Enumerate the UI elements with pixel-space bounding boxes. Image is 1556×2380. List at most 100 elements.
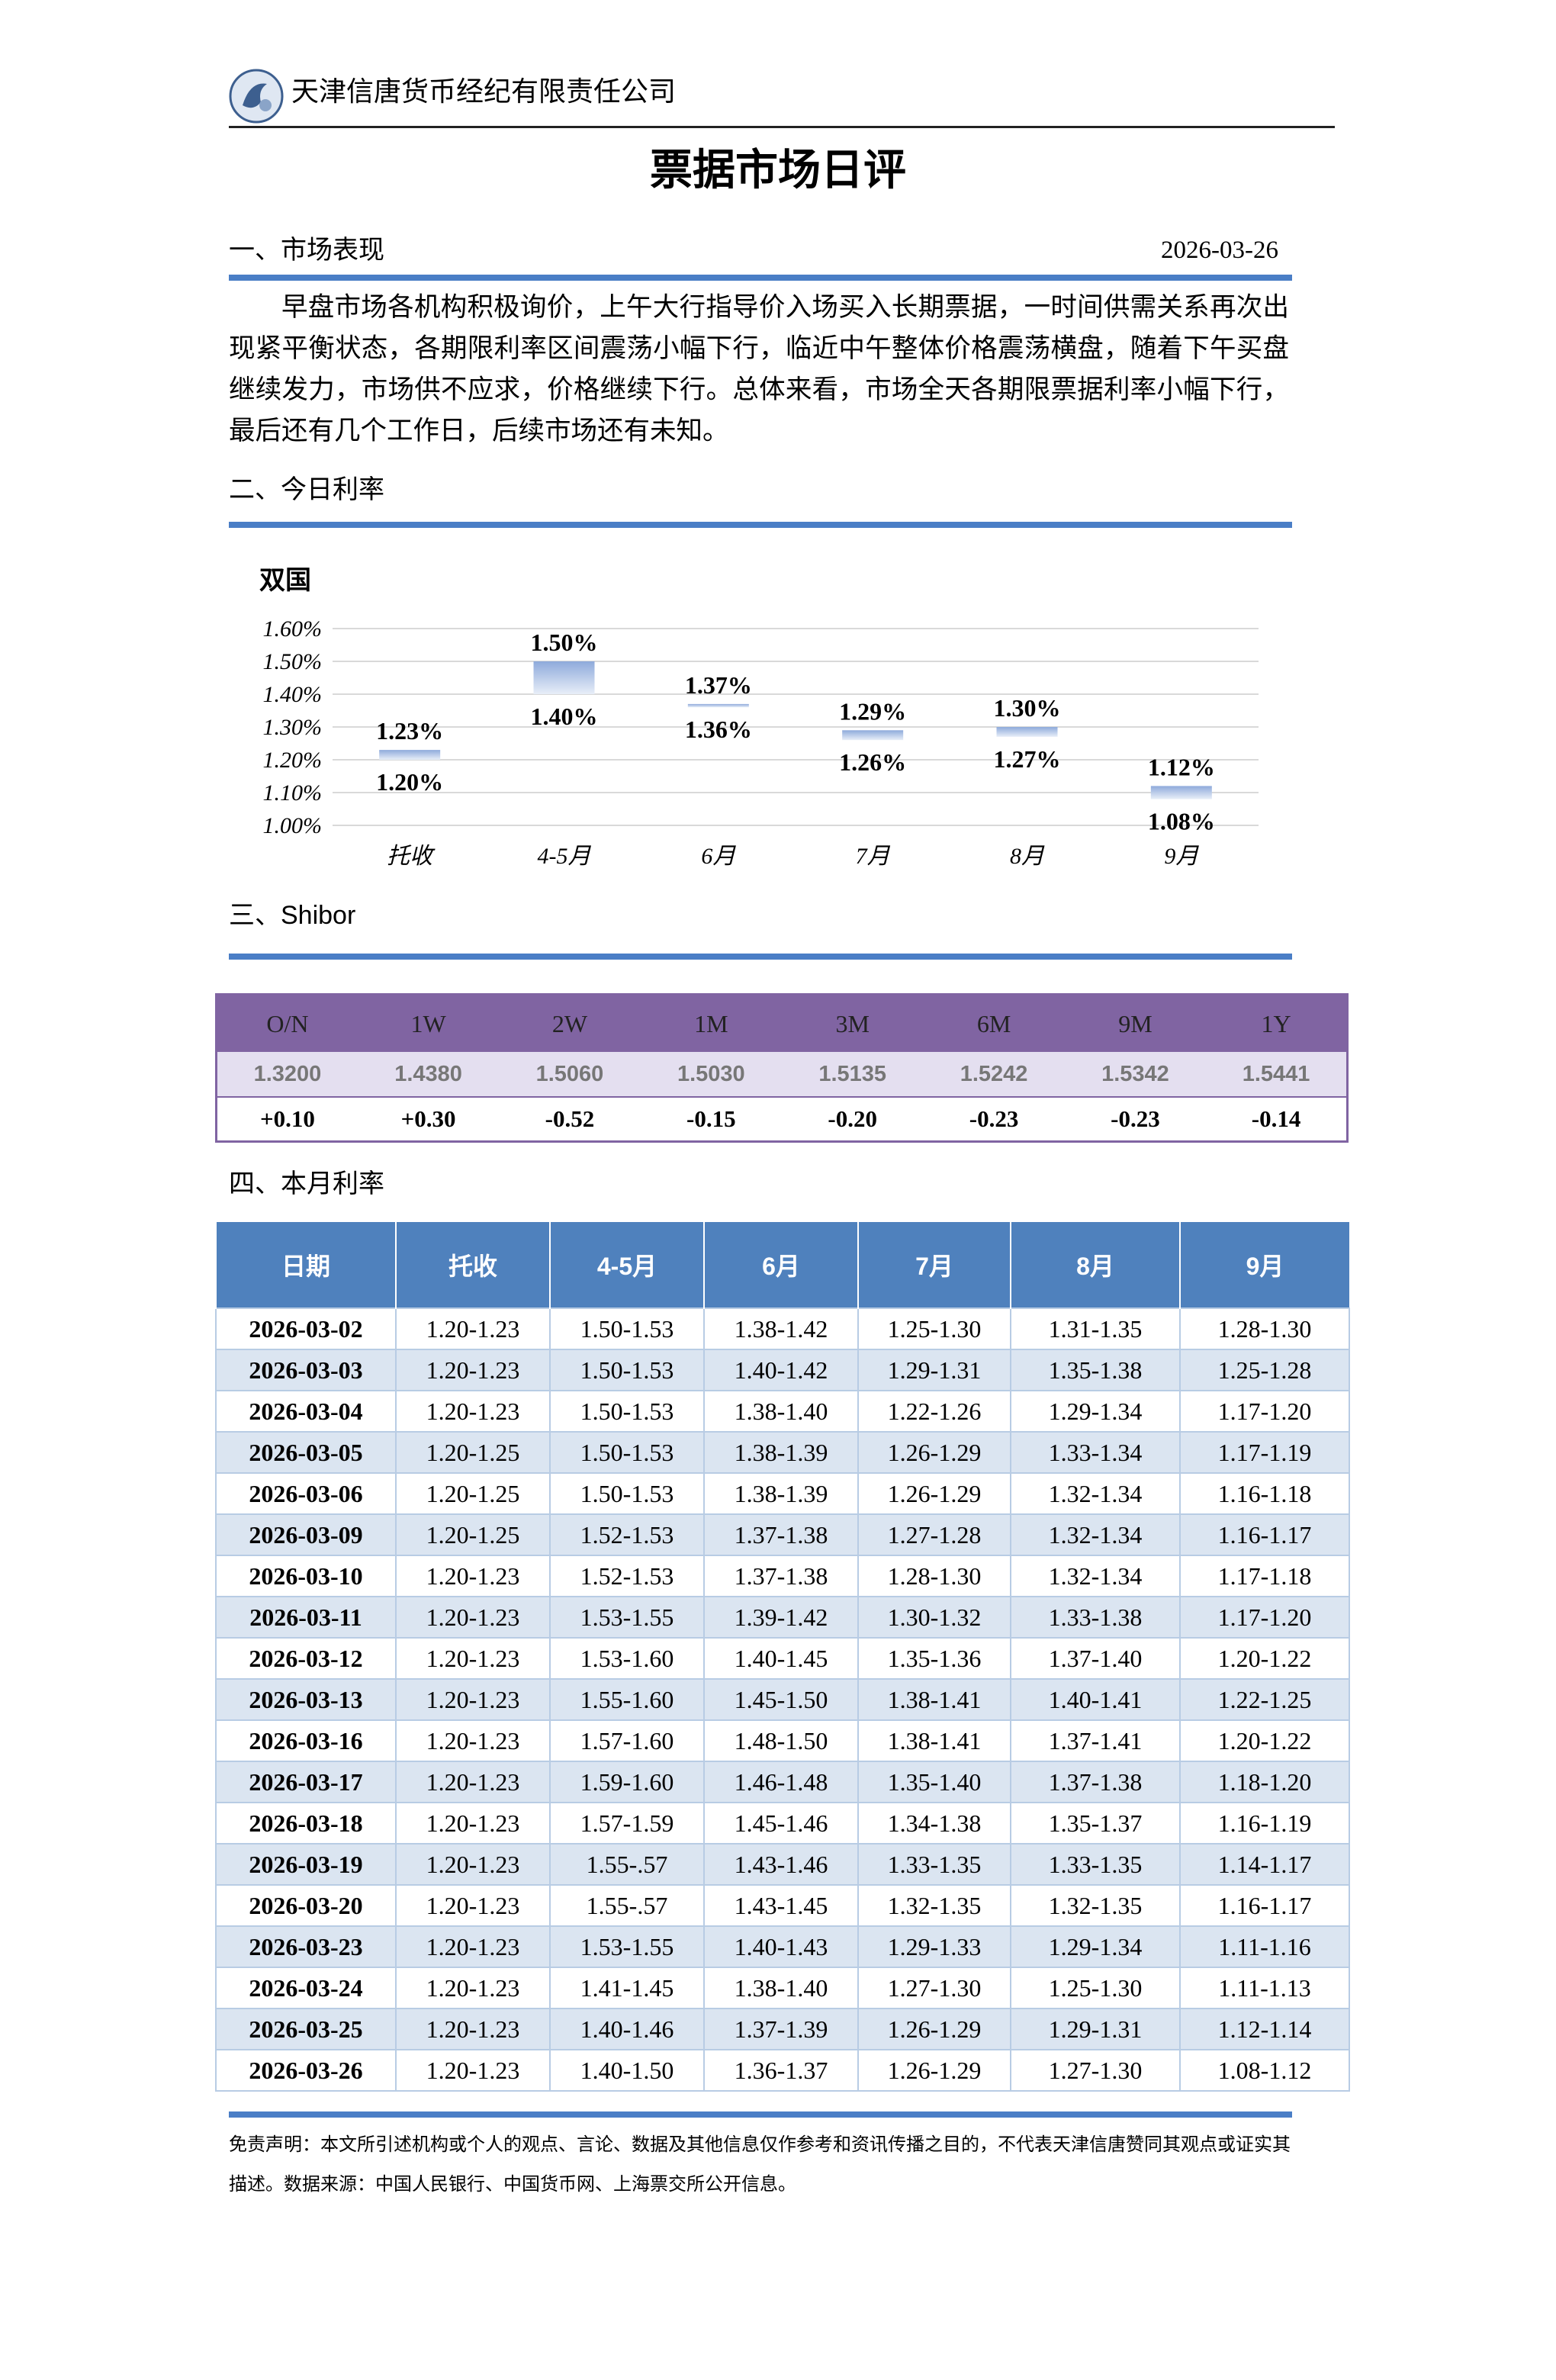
rate-range: 1.26-1.29 — [857, 1472, 1011, 1515]
rate-range: 1.20-1.23 — [395, 1307, 551, 1350]
rate-range: 1.38-1.40 — [703, 1390, 859, 1433]
date-cell: 2026-03-25 — [215, 2008, 397, 2050]
rate-range: 1.25-1.28 — [1179, 1349, 1350, 1391]
disclaimer: 免责声明：本文所引述机构或个人的观点、言论、数据及其他信息仅作参考和资讯传播之目… — [229, 2135, 1291, 2195]
column-header: 6月 — [703, 1222, 858, 1308]
rate-range: 1.53-1.55 — [549, 1596, 705, 1639]
rate-change: -0.23 — [923, 1097, 1065, 1142]
rate-range: 1.12-1.14 — [1179, 2008, 1350, 2050]
rate-range: 1.20-1.23 — [395, 2049, 551, 2092]
rate-range: 1.33-1.34 — [1010, 1431, 1181, 1474]
date-cell: 2026-03-24 — [215, 1967, 397, 2009]
shibor-table: O/N 1W 2W 1M 3M 6M 9M 1Y 1.3200 1.4380 1.5060 1.503… — [215, 993, 1349, 1143]
market-summary: 早盘市场各机构积极询价，上午大行指导价入场买入长期票据，一时间供需关系再次出现紧… — [229, 293, 1289, 445]
low-label: 1.26% — [839, 748, 906, 776]
tenor-header: O/N — [216, 994, 358, 1052]
rate-range: 1.38-1.40 — [703, 1967, 859, 2009]
y-tick-label: 1.40% — [263, 682, 323, 707]
rate-range: 1.41-1.45 — [549, 1967, 705, 2009]
rate-change: -0.15 — [640, 1097, 782, 1142]
rate-range: 1.50-1.53 — [549, 1349, 705, 1391]
rate-range: 1.50-1.53 — [549, 1472, 705, 1515]
x-tick-label: 4-5月 — [538, 844, 592, 869]
rate-range: 1.52-1.53 — [549, 1513, 705, 1556]
table-row: O/N 1W 2W 1M 3M 6M 9M 1Y — [216, 994, 1348, 1052]
y-tick-label: 1.10% — [263, 780, 323, 806]
shibor-rate: 1.5030 — [640, 1052, 782, 1098]
rate-range: 1.50-1.53 — [549, 1390, 705, 1433]
rate-range: 1.40-1.46 — [549, 2008, 705, 2050]
rate-range: 1.20-1.23 — [395, 1884, 551, 1927]
low-label: 1.27% — [994, 745, 1061, 773]
table-row: 2026-03-16 1.20-1.23 1.57-1.60 1.48-1.50 1.3… — [215, 1719, 1350, 1762]
rate-range: 1.17-1.20 — [1179, 1596, 1350, 1639]
rate-change: -0.20 — [782, 1097, 924, 1142]
y-tick-label: 1.00% — [263, 813, 323, 838]
tenor-header: 1Y — [1206, 994, 1348, 1052]
y-tick-label: 1.60% — [263, 616, 323, 642]
table-row: 2026-03-09 1.20-1.25 1.52-1.53 1.37-1.38 1.2… — [215, 1513, 1350, 1556]
rate-change: -0.23 — [1064, 1097, 1207, 1142]
table-row: 2026-03-17 1.20-1.23 1.59-1.60 1.46-1.48 1.3… — [215, 1761, 1350, 1803]
rate-range: 1.38-1.41 — [857, 1678, 1011, 1721]
rate-range: 1.37-1.41 — [1010, 1719, 1181, 1762]
rate-range: 1.37-1.39 — [703, 2008, 859, 2050]
rate-range: 1.45-1.46 — [703, 1802, 859, 1844]
date-cell: 2026-03-03 — [215, 1349, 397, 1391]
rate-range: 1.32-1.34 — [1010, 1472, 1181, 1515]
high-label: 1.50% — [531, 629, 598, 656]
date-cell: 2026-03-19 — [215, 1843, 397, 1886]
rate-range: 1.32-1.35 — [857, 1884, 1011, 1927]
low-label: 1.36% — [685, 716, 752, 743]
rate-range: 1.35-1.37 — [1010, 1802, 1181, 1844]
rate-range: 1.26-1.29 — [857, 2008, 1011, 2050]
rate-range: 1.20-1.23 — [395, 2008, 551, 2050]
rate-range: 1.29-1.33 — [857, 1925, 1011, 1968]
high-label: 1.29% — [839, 697, 906, 725]
section-heading: 四、本月利率 — [229, 1169, 384, 1198]
rate-change: -0.52 — [499, 1097, 641, 1142]
rate-range: 1.33-1.38 — [1010, 1596, 1181, 1639]
rate-range: 1.08-1.12 — [1179, 2049, 1350, 2092]
rate-range: 1.27-1.30 — [857, 1967, 1011, 2009]
low-label: 1.08% — [1148, 808, 1215, 835]
column-header: 7月 — [857, 1222, 1011, 1308]
section-rule — [229, 954, 1292, 960]
date-cell: 2026-03-17 — [215, 1761, 397, 1803]
rate-range: 1.40-1.43 — [703, 1925, 859, 1968]
x-tick-label: 7月 — [856, 844, 891, 869]
rate-range: 1.20-1.23 — [395, 1678, 551, 1721]
date-cell: 2026-03-05 — [215, 1431, 397, 1474]
rate-range: 1.50-1.53 — [549, 1307, 705, 1350]
rate-range: 1.50-1.53 — [549, 1431, 705, 1474]
rate-range: 1.20-1.23 — [395, 1555, 551, 1597]
date-cell: 2026-03-06 — [215, 1472, 397, 1515]
rate-range: 1.29-1.34 — [1010, 1390, 1181, 1433]
rate-range: 1.55-.57 — [549, 1843, 705, 1886]
rate-range: 1.17-1.19 — [1179, 1431, 1350, 1474]
rate-range: 1.17-1.18 — [1179, 1555, 1350, 1597]
table-row: 1.3200 1.4380 1.5060 1.5030 1.5135 1.5242 1.53… — [216, 1052, 1348, 1098]
rate-range: 1.33-1.35 — [1010, 1843, 1181, 1886]
rate-range: 1.38-1.39 — [703, 1431, 859, 1474]
rate-range: 1.16-1.19 — [1179, 1802, 1350, 1844]
doc-title: 票据市场日评 — [650, 146, 906, 194]
table-row: 2026-03-11 1.20-1.23 1.53-1.55 1.39-1.42 1.3… — [215, 1596, 1350, 1639]
rate-range: 1.20-1.23 — [395, 1925, 551, 1968]
column-header: 4-5月 — [549, 1222, 704, 1308]
tenor-header: 3M — [782, 994, 924, 1052]
rate-range: 1.32-1.34 — [1010, 1555, 1181, 1597]
rate-range: 1.20-1.23 — [395, 1637, 551, 1680]
date-cell: 2026-03-04 — [215, 1390, 397, 1433]
table-row: 2026-03-23 1.20-1.23 1.53-1.55 1.40-1.43 1.2… — [215, 1925, 1350, 1968]
rate-range: 1.20-1.23 — [395, 1349, 551, 1391]
rate-range: 1.20-1.23 — [395, 1802, 551, 1844]
rate-range: 1.30-1.32 — [857, 1596, 1011, 1639]
tenor-header: 9M — [1064, 994, 1207, 1052]
shibor-rate: 1.5441 — [1206, 1052, 1348, 1098]
rate-range: 1.39-1.42 — [703, 1596, 859, 1639]
footer-rule — [229, 2111, 1292, 2118]
section-heading: 三、Shibor — [229, 901, 356, 930]
rate-range: 1.48-1.50 — [703, 1719, 859, 1762]
column-header: 9月 — [1179, 1222, 1349, 1308]
